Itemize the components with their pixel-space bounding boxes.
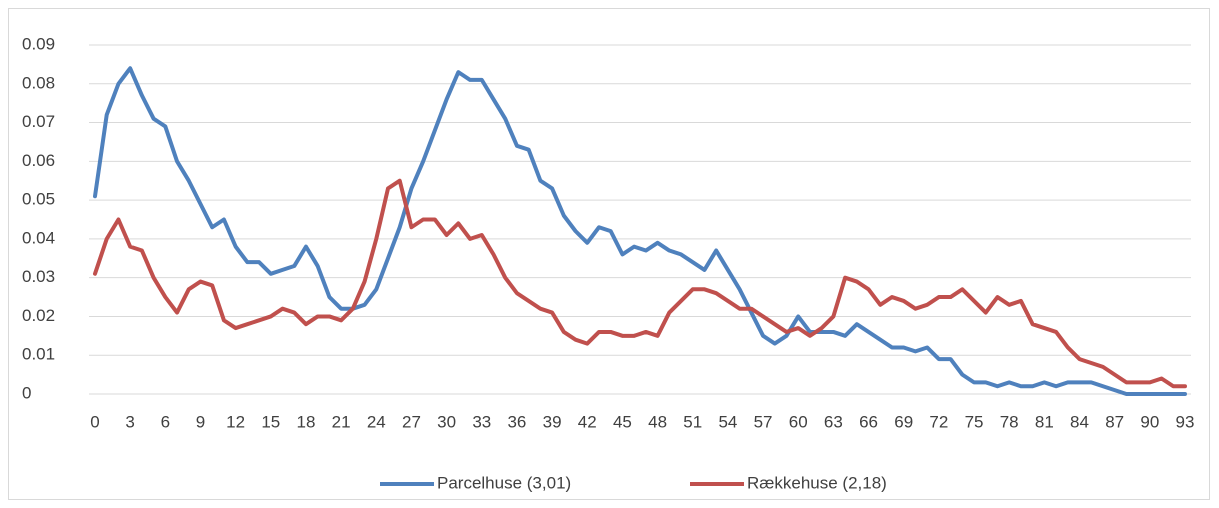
x-tick-label: 87 [1105,412,1124,431]
x-tick-label: 81 [1035,412,1054,431]
x-tick-label: 84 [1070,412,1089,431]
x-tick-label: 12 [226,412,245,431]
x-tick-label: 57 [754,412,773,431]
legend-label: Rækkehuse (2,18) [747,473,887,492]
y-tick-label: 0.04 [22,228,55,247]
x-tick-label: 0 [90,412,99,431]
x-tick-label: 72 [929,412,948,431]
x-tick-label: 18 [297,412,316,431]
x-tick-label: 93 [1176,412,1195,431]
y-tick-label: 0.08 [22,73,55,92]
x-tick-label: 24 [367,412,386,431]
x-tick-label: 39 [543,412,562,431]
x-tick-label: 60 [789,412,808,431]
x-tick-label: 9 [196,412,205,431]
x-tick-label: 36 [507,412,526,431]
x-tick-label: 54 [718,412,737,431]
x-tick-label: 45 [613,412,632,431]
x-tick-label: 66 [859,412,878,431]
y-tick-label: 0.07 [22,112,55,131]
x-tick-label: 27 [402,412,421,431]
x-tick-label: 30 [437,412,456,431]
x-tick-label: 48 [648,412,667,431]
y-tick-label: 0.03 [22,267,55,286]
y-tick-label: 0.05 [22,190,55,209]
y-tick-label: 0.09 [22,34,55,53]
x-tick-label: 21 [332,412,351,431]
x-tick-label: 51 [683,412,702,431]
x-tick-label: 69 [894,412,913,431]
x-tick-label: 78 [1000,412,1019,431]
x-tick-label: 15 [261,412,280,431]
x-tick-label: 63 [824,412,843,431]
y-tick-label: 0 [22,383,31,402]
y-tick-label: 0.06 [22,151,55,170]
series-line [93,178,1187,389]
chart-border [8,8,1210,500]
x-tick-label: 42 [578,412,597,431]
x-tick-label: 90 [1140,412,1159,431]
x-tick-label: 75 [965,412,984,431]
x-tick-label: 33 [472,412,491,431]
x-tick-label: 6 [161,412,170,431]
y-tick-label: 0.01 [22,345,55,364]
y-tick-label: 0.02 [22,306,55,325]
series-line [93,66,1187,396]
x-tick-label: 3 [125,412,134,431]
legend-label: Parcelhuse (3,01) [437,473,571,492]
